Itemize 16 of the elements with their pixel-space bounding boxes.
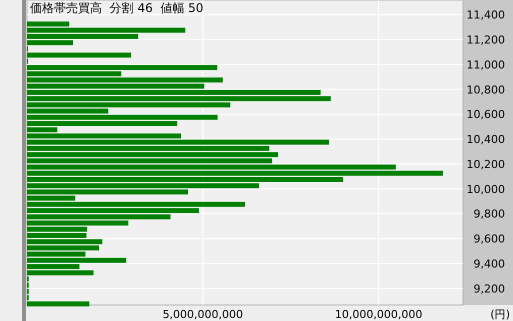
y-tick-label: 10,600	[466, 108, 505, 122]
y-tick-label: 11,200	[466, 34, 505, 47]
y-tick-label: 9,800	[474, 208, 505, 221]
y-tick-label: 9,400	[474, 257, 505, 270]
chart-title: 価格帯売買高 分割 46 値幅 50	[30, 1, 204, 15]
y-tick-label: 10,200	[466, 158, 505, 171]
y-tick-label: 10,800	[466, 83, 505, 96]
y-tick-label: 11,400	[466, 8, 505, 22]
x-tick-label: 10,000,000,000	[334, 308, 422, 321]
y-tick-label: 10,400	[466, 133, 505, 146]
y-tick-label: 11,000	[466, 58, 505, 72]
y-tick-label: 9,600	[474, 232, 505, 246]
y-tick-label: 9,200	[474, 282, 505, 296]
y-tick-label: 10,000	[466, 182, 505, 196]
x-tick-label: 5,000,000,000	[162, 308, 244, 321]
x-axis-title: (円)	[490, 308, 510, 321]
